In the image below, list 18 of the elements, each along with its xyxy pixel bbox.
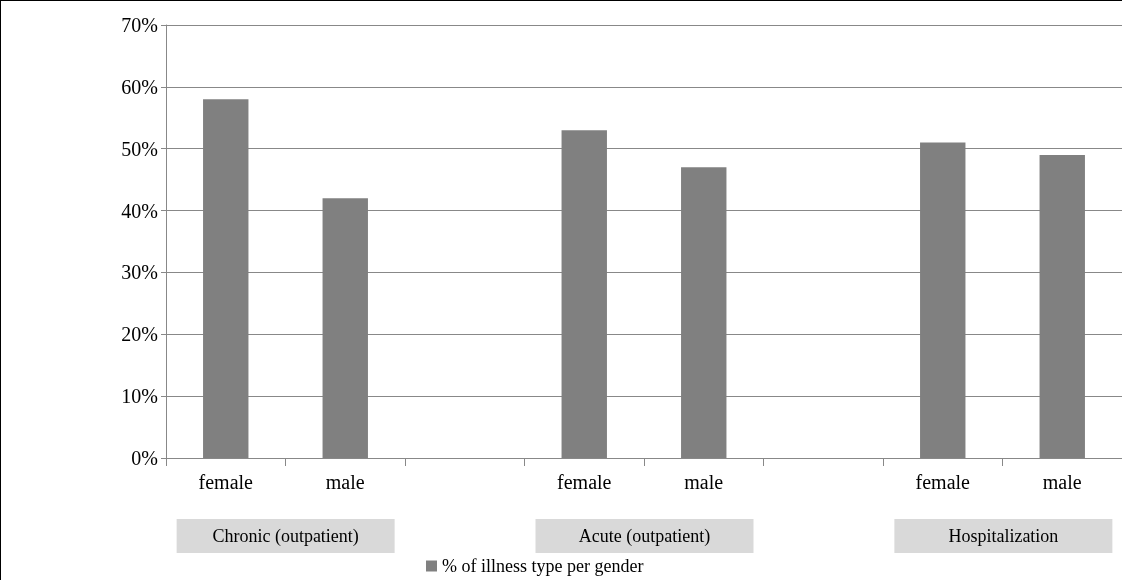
x-tick-label: female: [198, 471, 254, 493]
text: Hospitalization: [948, 526, 1059, 546]
y-tick-label: 10%: [121, 385, 158, 408]
y-tick-label: 40%: [121, 199, 158, 222]
x-tick-label: male: [684, 471, 724, 493]
y-tick-label: 0%: [131, 447, 158, 469]
text: Acute (outpatient): [578, 526, 711, 547]
y-tick-label: 60%: [121, 75, 158, 98]
x-tick-label: male: [1042, 471, 1082, 493]
y-tick-label: 20%: [121, 323, 158, 346]
y-tick-label: 70%: [121, 14, 158, 36]
x-tick-label: female: [915, 471, 971, 493]
legend-label: % of illness type per gender: [442, 556, 644, 576]
x-tick-label: female: [557, 471, 612, 493]
y-tick-label: 50%: [121, 137, 158, 160]
y-tick-label: 30%: [121, 261, 158, 284]
text: Chronic (outpatient): [212, 526, 359, 547]
x-tick-label: male: [325, 471, 365, 493]
